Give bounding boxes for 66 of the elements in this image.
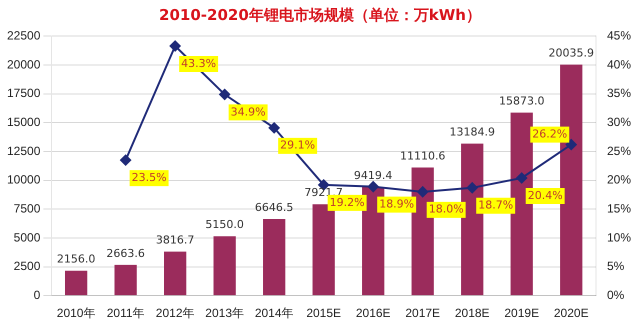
point [368,181,379,192]
y2-tick-label: 5% [606,259,625,274]
data-label: 15873.0 [498,94,544,108]
y2-tick-label: 25% [606,144,632,158]
y2-tick-label: 40% [606,57,632,72]
data-label: 11110.6 [400,149,446,162]
point [516,172,528,184]
data-label: 18.7% [478,198,514,212]
data-label: 9419.4 [354,168,392,182]
x-tick-label: 2013年 [205,306,244,320]
point [268,122,280,134]
y2-tick-label: 0% [606,288,625,302]
x-tick-label: 2018E [454,306,490,320]
y-tick-label: 22500 [6,28,41,43]
bar [64,270,88,296]
y-tick-label: 20000 [6,57,41,72]
point [170,40,181,52]
x-tick-label: 2011年 [106,306,145,320]
data-label: 18.9% [379,198,414,211]
y2-tick-label: 15% [606,201,632,216]
x-tick-label: 2015E [306,306,342,320]
x-tick-label: 2017E [405,306,440,320]
y-tick-label: 17500 [6,86,41,100]
point [417,186,428,198]
y-tick-label: 15000 [6,114,41,129]
data-label: 19.2% [330,196,365,209]
y2-tick-label: 20% [606,172,632,187]
x-tick-label: 2014年 [254,306,294,320]
point [219,88,230,100]
data-label: 29.1% [280,138,316,152]
y2-tick-label: 30% [606,114,632,129]
point [566,139,577,150]
x-tick-label: 2019E [504,306,540,320]
y-tick-label: 12500 [6,144,41,158]
y-tick-label: 10000 [6,172,41,187]
data-label: 13184.9 [449,125,495,138]
data-label: 23.5% [132,170,167,184]
data-label: 20.4% [528,188,563,202]
data-label: 20035.9 [548,46,594,60]
data-label: 5150.0 [205,218,244,232]
data-label: 34.9% [230,105,266,118]
x-tick-label: 2012年 [156,306,194,320]
x-tick-label: 2010年 [56,306,96,320]
y-tick-label: 2500 [14,259,41,274]
point [120,154,132,166]
data-label: 2663.6 [106,246,145,260]
data-label: 6646.5 [254,200,294,214]
data-label: 43.3% [181,56,216,70]
data-label: 18.0% [428,202,464,216]
data-label: 2156.0 [56,252,96,266]
y2-tick-label: 10% [606,230,632,244]
point [466,182,478,194]
bar [164,252,186,296]
bar [114,264,137,296]
bar [263,218,286,296]
x-tick-label: 2020E [554,306,589,320]
y-tick-label: 7500 [14,201,41,216]
chart-title: 2010-2020年锂电市场规模（单位：万kWh） [158,5,482,26]
data-label: 3816.7 [156,233,194,246]
y2-tick-label: 35% [606,86,632,100]
bar [214,236,236,296]
y-tick-label: 5000 [14,230,41,244]
data-label: 26.2% [532,127,568,140]
y-tick-label: 0 [34,288,41,302]
y2-tick-label: 45% [606,28,632,43]
x-tick-label: 2016E [356,306,391,320]
